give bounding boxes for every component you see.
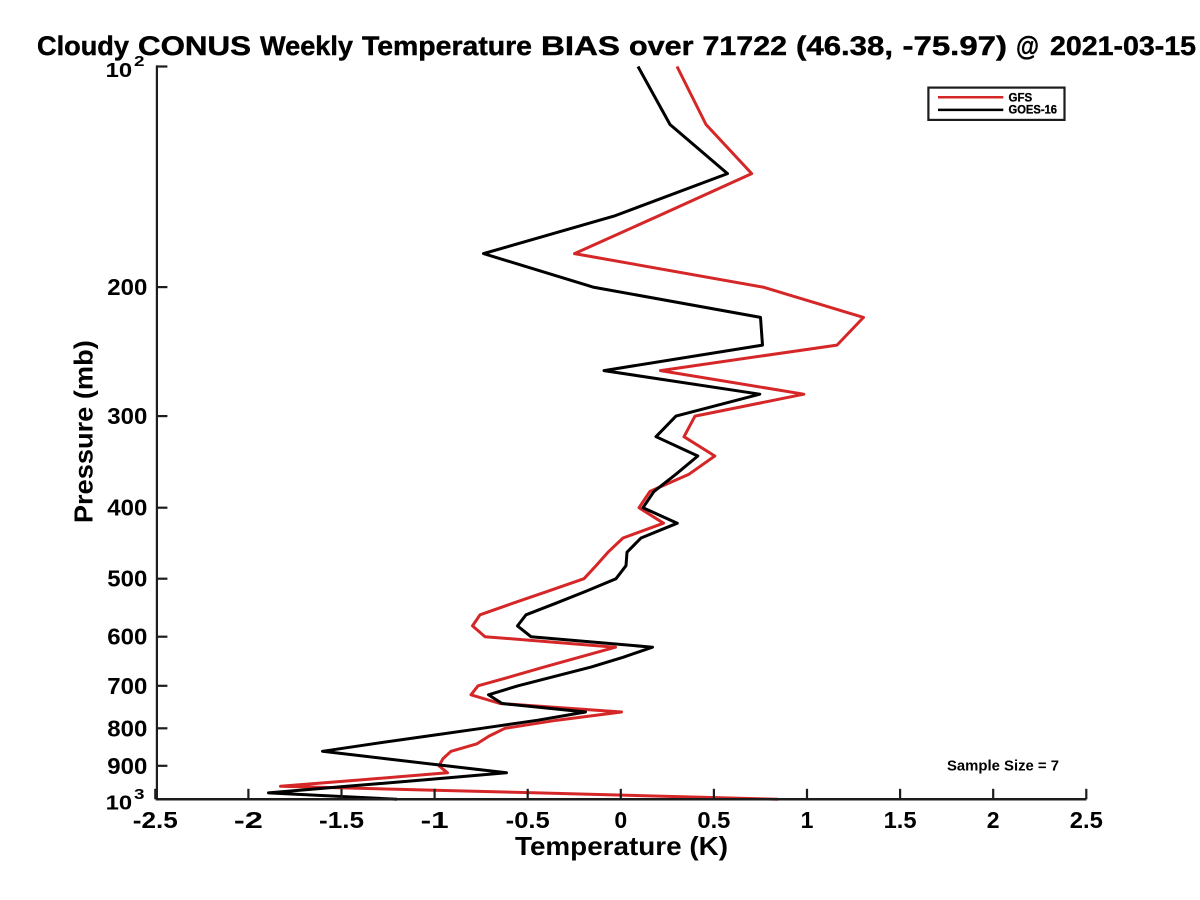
svg-text:0: 0 xyxy=(614,807,627,833)
svg-text:900: 900 xyxy=(107,753,147,779)
svg-text:Cloudy: Cloudy xyxy=(37,30,129,61)
svg-text:10: 10 xyxy=(106,59,133,82)
svg-text:1: 1 xyxy=(801,807,814,833)
svg-text:Temperature (K): Temperature (K) xyxy=(515,831,728,861)
svg-text:3: 3 xyxy=(134,786,145,803)
svg-text:2021-03-15: 2021-03-15 xyxy=(1050,30,1196,61)
svg-text:800: 800 xyxy=(107,715,147,741)
svg-text:over: over xyxy=(629,30,694,61)
svg-text:@: @ xyxy=(1016,30,1039,61)
svg-text:-1.5: -1.5 xyxy=(319,807,364,833)
svg-text:GOES-16: GOES-16 xyxy=(1009,105,1058,117)
svg-text:600: 600 xyxy=(107,624,147,650)
svg-text:-75.97): -75.97) xyxy=(903,30,1008,61)
svg-text:-2.5: -2.5 xyxy=(133,807,178,833)
svg-text:2: 2 xyxy=(134,53,145,70)
svg-text:Sample Size = 7: Sample Size = 7 xyxy=(947,759,1059,775)
svg-text:2.5: 2.5 xyxy=(1070,807,1103,833)
svg-text:BIAS: BIAS xyxy=(541,30,620,61)
svg-text:CONUS: CONUS xyxy=(138,30,251,61)
svg-text:700: 700 xyxy=(107,673,147,699)
svg-text:300: 300 xyxy=(107,403,147,429)
svg-text:Weekly: Weekly xyxy=(260,30,353,61)
svg-text:Pressure (mb): Pressure (mb) xyxy=(69,340,99,523)
svg-text:-1: -1 xyxy=(421,807,449,833)
svg-text:GFS: GFS xyxy=(1009,92,1033,104)
svg-text:2: 2 xyxy=(987,807,1000,833)
svg-text:10: 10 xyxy=(106,792,133,815)
svg-text:-2: -2 xyxy=(234,807,263,833)
svg-text:Temperature: Temperature xyxy=(362,30,532,61)
svg-text:(46.38,: (46.38, xyxy=(796,30,893,61)
svg-text:500: 500 xyxy=(107,566,147,592)
svg-text:0.5: 0.5 xyxy=(697,807,730,833)
svg-text:200: 200 xyxy=(107,274,147,300)
svg-text:1.5: 1.5 xyxy=(884,807,917,833)
svg-text:-0.5: -0.5 xyxy=(506,807,550,833)
svg-text:400: 400 xyxy=(107,495,147,521)
svg-text:71722: 71722 xyxy=(703,30,788,61)
